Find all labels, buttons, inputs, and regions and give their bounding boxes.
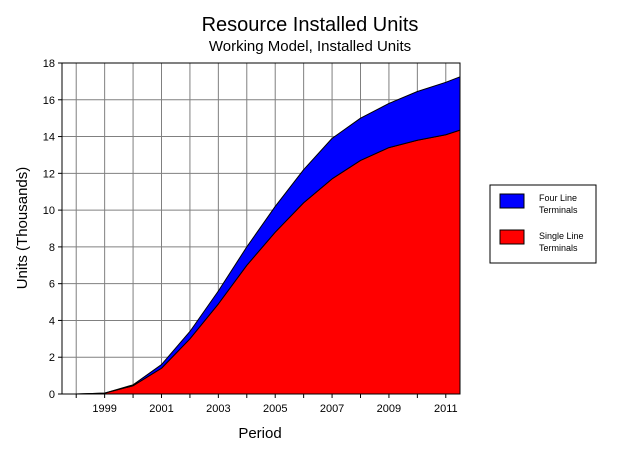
legend-label-single-line-2: Terminals (539, 243, 578, 253)
x-tick-label-2011: 2011 (434, 403, 458, 415)
y-tick-label-0: 0 (49, 389, 55, 401)
legend-label-single-line-1: Single Line (539, 231, 584, 241)
chart-title: Resource Installed Units (202, 14, 419, 36)
x-tick-label-2005: 2005 (263, 403, 287, 415)
plot-frame (61, 62, 461, 395)
y-tick-label-8: 8 (49, 242, 55, 254)
x-axis-title: Period (238, 425, 281, 442)
y-tick-label-16: 16 (43, 95, 55, 107)
chart-subtitle: Working Model, Installed Units (209, 38, 411, 55)
legend-label-four-line-1: Four Line (539, 193, 577, 203)
x-axis-ticks: 1999 2001 2003 2005 2007 2009 2011 (75, 394, 458, 415)
x-tick-label-2007: 2007 (320, 403, 344, 415)
x-tick-label-1999: 1999 (92, 403, 116, 415)
y-tick-label-6: 6 (49, 279, 55, 291)
y-tick-label-12: 12 (43, 168, 55, 180)
legend: Four Line Terminals Single Line Terminal… (489, 184, 597, 264)
legend-label-four-line-2: Terminals (539, 205, 578, 215)
y-axis-title: Units (Thousands) (14, 167, 31, 290)
y-tick-label-2: 2 (49, 352, 55, 364)
y-tick-label-18: 18 (43, 58, 55, 70)
legend-swatch-four-line (499, 193, 525, 209)
y-tick-label-14: 14 (43, 132, 55, 144)
x-tick-label-2001: 2001 (149, 403, 173, 415)
legend-swatch-single-line (499, 229, 525, 245)
x-tick-label-2009: 2009 (377, 403, 401, 415)
y-tick-label-4: 4 (49, 315, 55, 327)
y-tick-label-10: 10 (43, 205, 55, 217)
x-tick-label-2003: 2003 (206, 403, 230, 415)
y-axis-ticks: 0 2 4 6 8 10 12 14 16 18 (43, 58, 62, 401)
